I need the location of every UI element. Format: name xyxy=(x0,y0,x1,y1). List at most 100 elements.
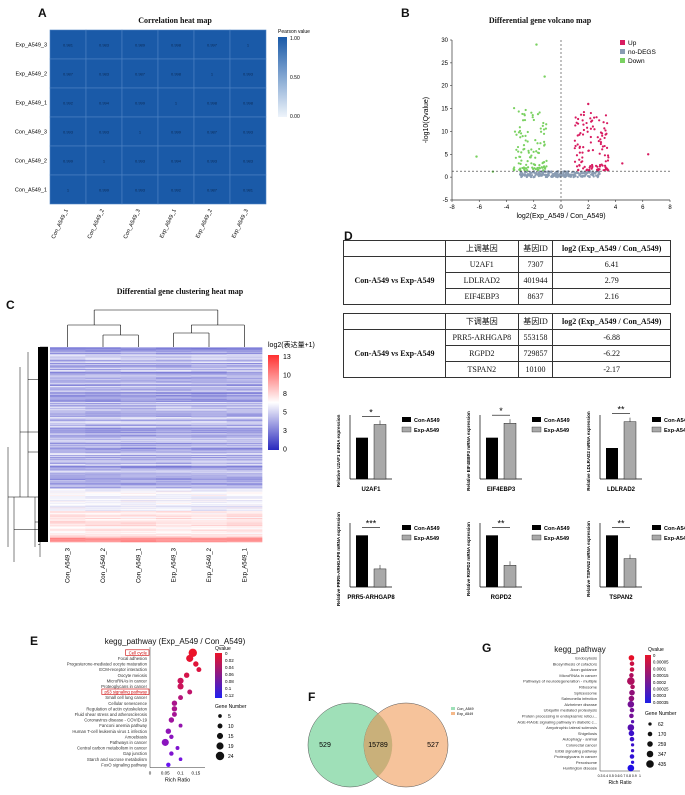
comparison-label: Con-A549 vs Exp-A549 xyxy=(343,329,446,378)
heatmap-cell xyxy=(85,416,121,418)
point-down xyxy=(526,169,529,172)
heatmap-cell xyxy=(191,388,227,390)
heatmap-cell xyxy=(50,482,86,484)
legend-label: Con-A549 xyxy=(544,418,570,424)
heatmap-cell xyxy=(191,433,227,436)
heatmap-cell xyxy=(226,518,263,520)
heatmap-cell xyxy=(191,377,227,379)
point-up xyxy=(582,123,585,126)
point-up xyxy=(578,158,581,161)
heatmap-cell xyxy=(156,371,192,374)
heatmap-cell xyxy=(226,530,263,532)
pathway-label: p53 signaling pathway xyxy=(104,690,147,695)
heatmap-cell xyxy=(191,500,227,502)
heatmap-cell xyxy=(85,534,121,536)
heatmap-cell xyxy=(50,479,86,482)
heatmap-cell xyxy=(191,536,227,538)
col-label: Exp_A549_3 xyxy=(231,208,250,239)
table-row: LDLRAD2 401944 2.79 xyxy=(344,272,671,289)
heatmap-cell xyxy=(156,383,192,385)
heatmap-cell xyxy=(191,373,227,375)
heatmap-cell xyxy=(120,445,157,447)
heatmap-cell xyxy=(226,452,263,454)
heatmap-cell xyxy=(226,504,263,506)
heatmap-cell xyxy=(191,422,227,424)
heatmap-cell xyxy=(85,541,121,543)
heatmap-cell xyxy=(120,427,157,429)
point-down xyxy=(520,151,523,154)
heatmap-cell xyxy=(156,377,192,379)
point-up xyxy=(578,151,581,154)
heatmap-cell xyxy=(191,469,227,471)
heatmap-cell xyxy=(191,476,227,478)
bubble xyxy=(187,689,193,695)
heatmap-cell xyxy=(120,475,157,477)
heatmap-cell xyxy=(156,516,192,518)
bubble xyxy=(630,760,635,764)
heatmap-cell xyxy=(191,460,227,462)
venn-overlap xyxy=(363,713,393,777)
heatmap-cell xyxy=(120,510,157,513)
cell-value: 0.998 xyxy=(171,43,182,48)
heatmap-cell xyxy=(85,525,121,527)
y-axis-label: Relative RGPD2 mRNA expression xyxy=(466,522,471,596)
point-nodegs xyxy=(564,171,567,174)
heatmap-cell xyxy=(156,403,192,405)
heatmap-cell xyxy=(191,522,227,524)
heatmap-cell xyxy=(85,412,121,414)
point-nodegs xyxy=(587,175,590,178)
heatmap-cell xyxy=(85,347,121,350)
heatmap-cell xyxy=(156,503,192,505)
heatmap-cell xyxy=(191,495,227,498)
heatmap-cell xyxy=(50,385,86,387)
heatmap-cell xyxy=(156,438,192,440)
heatmap-cell xyxy=(85,479,121,481)
heatmap-cell xyxy=(191,446,227,448)
heatmap-cell xyxy=(191,479,227,481)
heatmap-cell xyxy=(85,419,121,421)
table-cell: LDLRAD2 xyxy=(445,272,519,289)
legend-tick: 0.50 xyxy=(290,75,300,81)
heatmap-cell xyxy=(50,355,86,358)
point-up xyxy=(606,168,609,171)
pathway-label: Alzheimer disease xyxy=(564,702,597,707)
x-tick-label: 0 xyxy=(559,205,563,211)
heatmap-cell xyxy=(226,422,263,424)
heatmap-cell xyxy=(50,423,86,425)
point-nodegs xyxy=(550,174,553,177)
point-down xyxy=(542,128,546,131)
heatmap-cell xyxy=(226,347,263,349)
heatmap-cell xyxy=(191,510,227,512)
row-label: Con_A549_1 xyxy=(15,188,47,194)
heatmap-cell xyxy=(156,393,192,396)
point-up xyxy=(597,139,600,143)
heatmap-cell xyxy=(156,486,192,488)
point-up xyxy=(602,169,605,172)
heatmap-cell xyxy=(191,486,227,488)
heatmap-cell xyxy=(226,471,263,474)
heatmap-cell xyxy=(120,433,157,436)
heatmap-cell xyxy=(85,448,121,451)
heatmap-cell xyxy=(191,417,227,420)
heatmap-cell xyxy=(156,358,192,360)
heatmap-cell xyxy=(85,495,121,497)
heatmap-cell xyxy=(191,495,227,497)
legend-label: Exp-A549 xyxy=(414,536,439,542)
heatmap-cell xyxy=(50,512,86,514)
heatmap-cell xyxy=(85,362,121,364)
heatmap-cell xyxy=(156,442,192,444)
heatmap-cell xyxy=(226,379,263,381)
heatmap-cell xyxy=(226,420,263,422)
heatmap-cell xyxy=(226,400,263,402)
heatmap-cell xyxy=(226,478,263,480)
heatmap-cell xyxy=(226,433,263,436)
heatmap-cell xyxy=(156,433,192,436)
heatmap-cell xyxy=(191,533,227,535)
heatmap-cell xyxy=(191,399,227,401)
heatmap-cell xyxy=(156,462,192,464)
heatmap-cell xyxy=(191,485,227,487)
heatmap-cell xyxy=(120,465,157,467)
heatmap-cell xyxy=(191,470,227,472)
heatmap-cell xyxy=(50,365,86,367)
heatmap-cell xyxy=(226,426,263,428)
